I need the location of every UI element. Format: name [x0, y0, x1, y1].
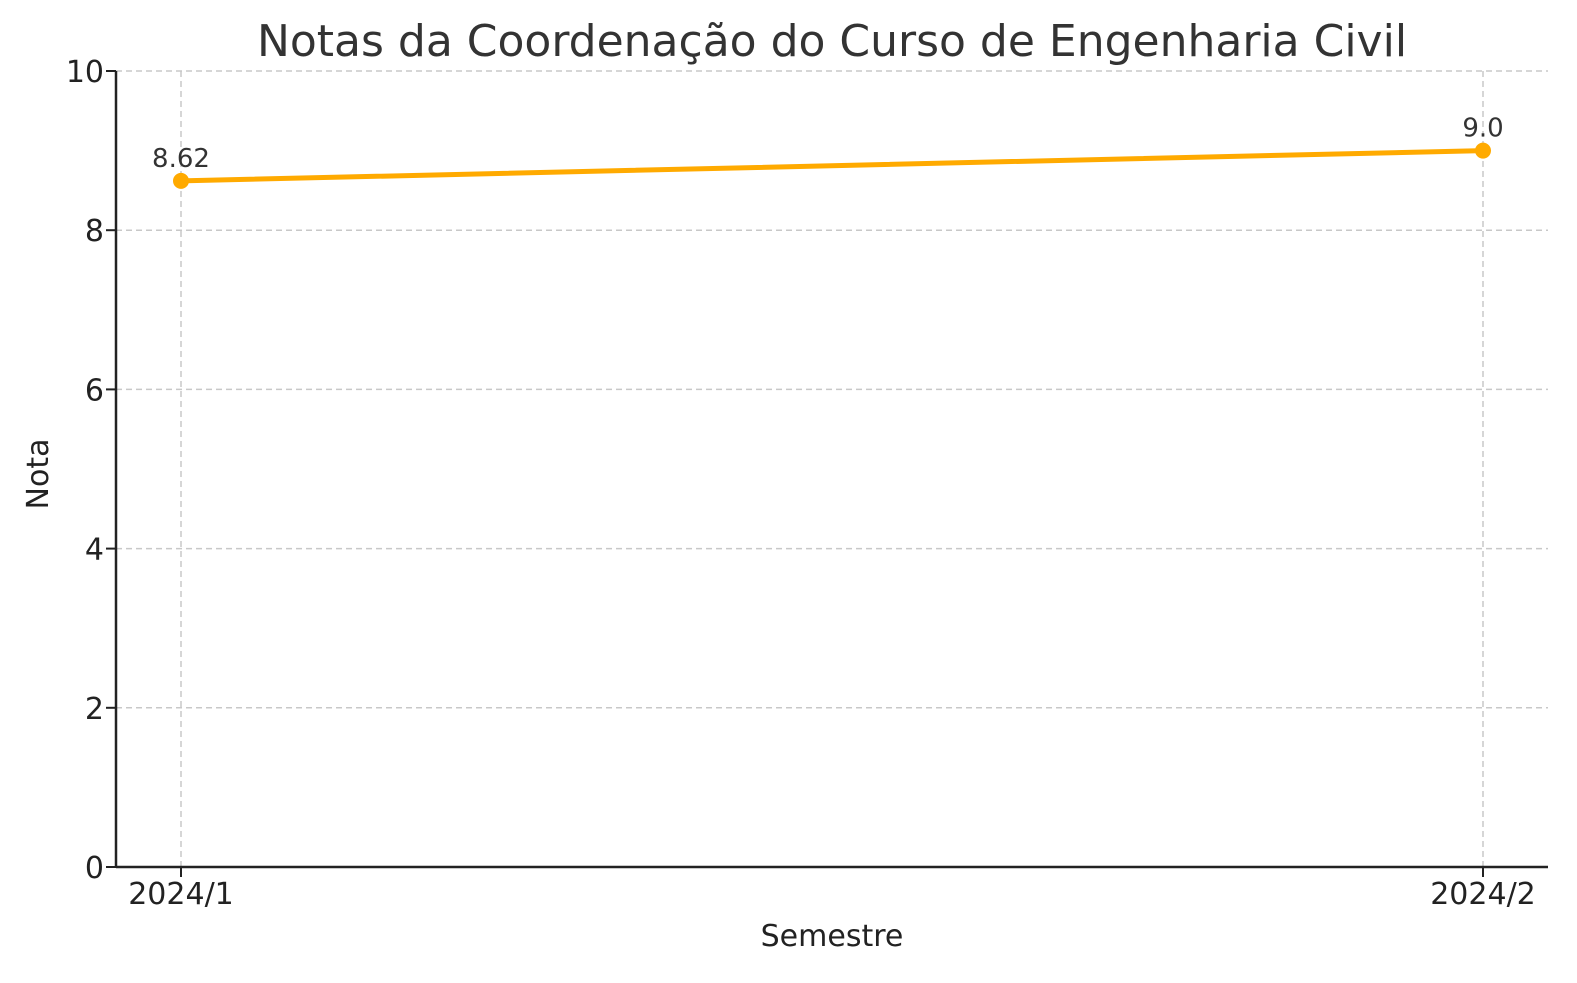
y-tick-label: 8 [85, 214, 104, 249]
data-point [1475, 142, 1491, 159]
data-label: 9.0 [1462, 114, 1503, 144]
grid [116, 70, 1548, 867]
y-tick-label: 6 [85, 373, 104, 408]
y-tick-label: 10 [66, 55, 104, 90]
series-line [178, 148, 1486, 184]
x-tick-label: 2024/1 [128, 877, 234, 912]
x-tick-labels: 2024/1 2024/2 [128, 877, 1536, 912]
data-labels: 8.62 9.0 [152, 114, 1504, 174]
data-point [173, 172, 189, 189]
data-label: 8.62 [152, 144, 210, 174]
y-axis-label: Nota [21, 439, 56, 510]
x-tick-label: 2024/2 [1430, 877, 1536, 912]
x-axis-label: Semestre [761, 919, 904, 954]
axes [106, 70, 1548, 877]
series [173, 142, 1491, 189]
y-tick-label: 2 [85, 692, 104, 727]
y-tick-label: 0 [85, 851, 104, 886]
y-tick-label: 4 [85, 533, 104, 568]
chart-title: Notas da Coordenação do Curso de Engenha… [257, 16, 1407, 67]
y-tick-labels: 0 2 4 6 8 10 [66, 55, 104, 886]
